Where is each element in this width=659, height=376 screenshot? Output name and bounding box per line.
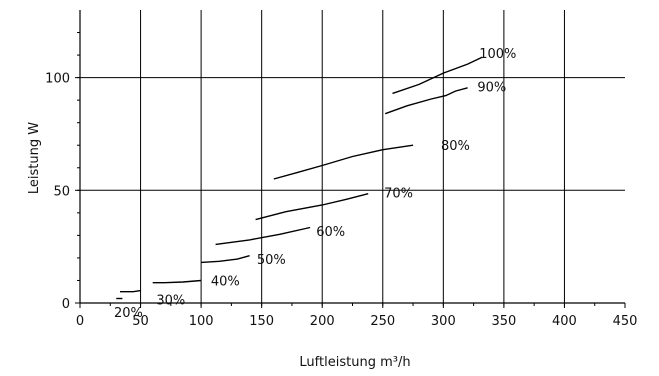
x-tick-label: 400 [552,314,577,329]
series-label-30pct: 30% [156,294,185,309]
x-tick-label: 450 [613,314,638,329]
series-line-100pct [392,56,483,95]
series-line-70pct [255,193,369,221]
x-axis-title: Luftleistung m³/h [299,355,410,370]
series-line-40pct [152,279,202,284]
series-label-20pct: 20% [114,306,143,321]
series-label-80pct: 80% [441,139,470,154]
y-tick-label: 50 [53,184,70,199]
series-label-40pct: 40% [211,274,240,289]
x-tick-label: 100 [189,314,214,329]
series-label-60pct: 60% [316,225,345,240]
series-label-90pct: 90% [477,81,506,96]
x-tick-label: 350 [491,314,516,329]
x-tick-label: 0 [76,314,84,329]
axes [75,10,626,308]
x-tick-label: 250 [370,314,395,329]
series-lines [116,56,483,300]
series-line-50pct [201,255,250,264]
tick-labels: 0 50 100 150 200 250 300 350 400 450 0 50 100 [45,72,637,329]
x-tick-label: 200 [310,314,335,329]
series-line-30pct [120,289,141,293]
x-tick-label: 300 [431,314,456,329]
y-axis-title: Leistung W [27,122,42,194]
series-label-50pct: 50% [257,253,286,268]
series-label-70pct: 70% [384,187,413,202]
y-tick-label: 0 [62,297,70,312]
series-line-80pct [273,144,414,180]
series-labels: 20% 30% 40% 50% 60% 70% 80% 90% 100% [114,47,516,321]
series-line-60pct [215,226,311,246]
series-line-90pct [384,87,468,115]
x-tick-label: 50 [132,314,149,329]
grid [80,10,625,303]
y-tick-label: 100 [45,72,70,87]
series-label-100pct: 100% [479,47,516,62]
x-tick-label: 150 [249,314,274,329]
